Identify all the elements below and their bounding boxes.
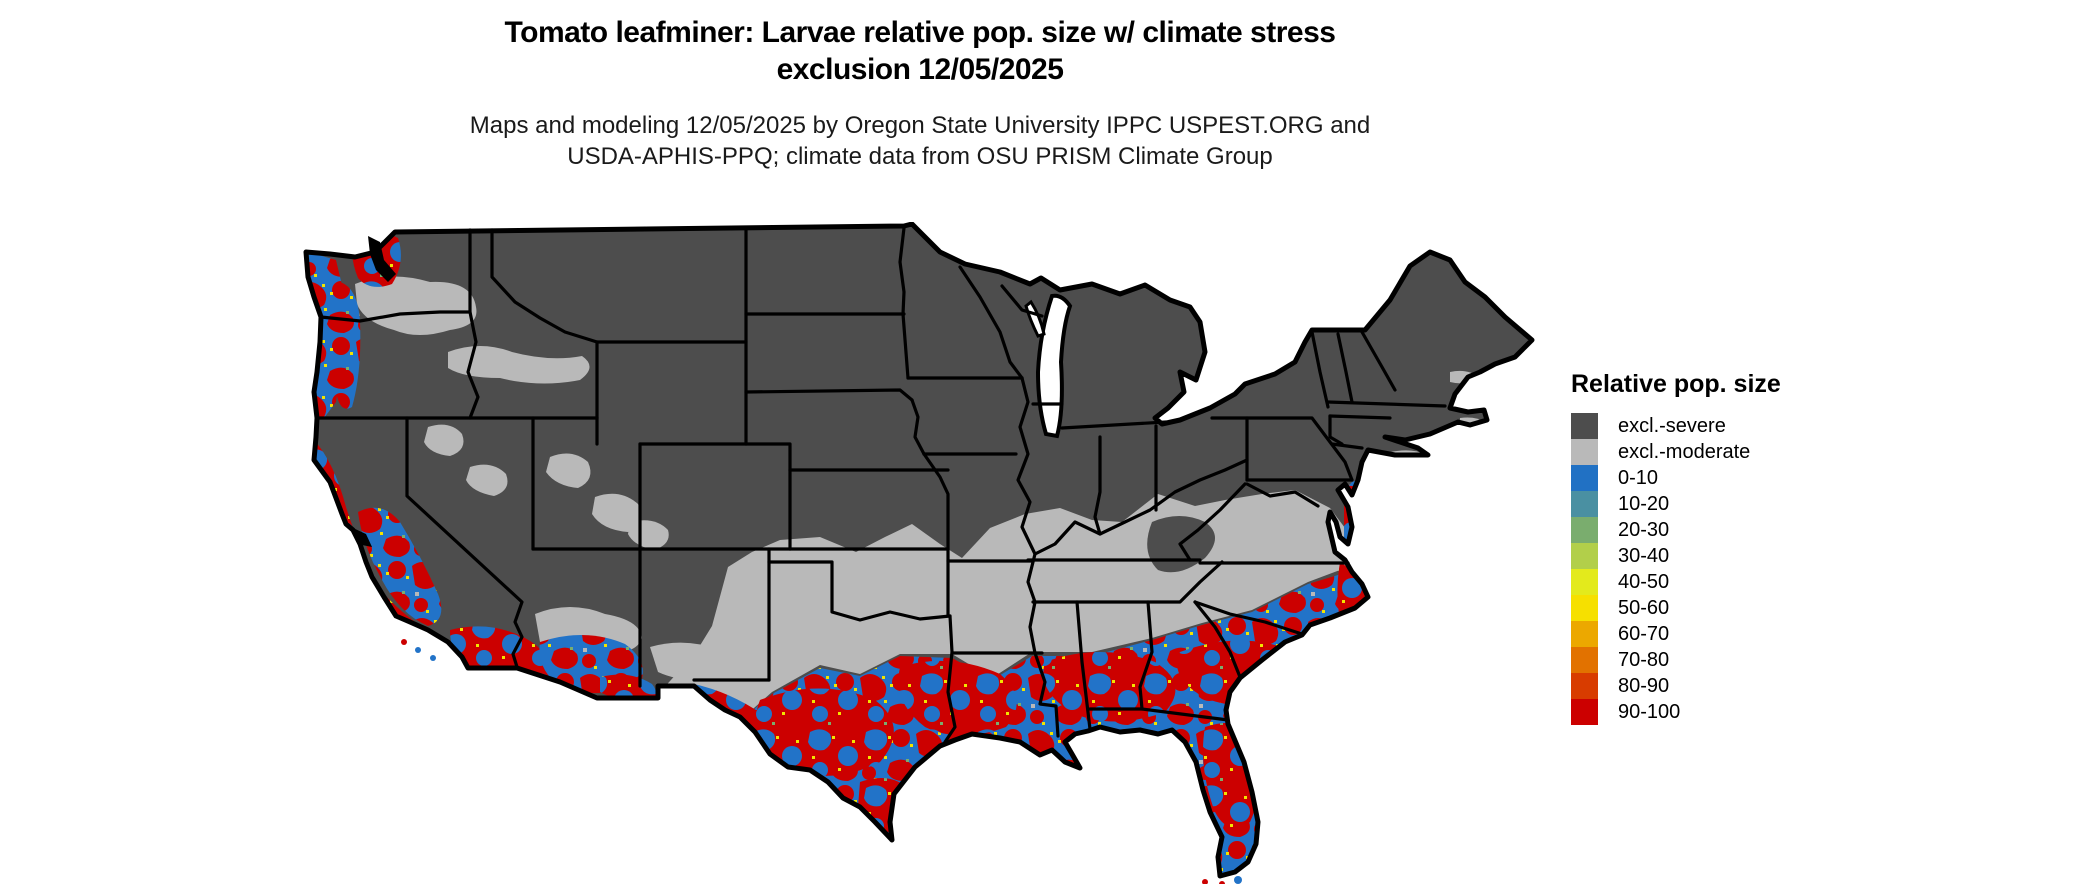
lake-michigan [1035, 293, 1073, 439]
legend-item: 90-100 [1571, 699, 1871, 725]
map-subtitle: Maps and modeling 12/05/2025 by Oregon S… [300, 110, 1540, 172]
us-map-container [300, 221, 1540, 887]
map-raster-layers [306, 224, 1532, 876]
legend-item-label: 10-20 [1618, 492, 1670, 515]
legend-swatch [1571, 647, 1598, 673]
legend-swatch [1571, 465, 1598, 491]
legend-item: 30-40 [1571, 543, 1871, 569]
legend-item: 60-70 [1571, 621, 1871, 647]
legend-swatch [1571, 673, 1598, 699]
legend-item: 50-60 [1571, 595, 1871, 621]
legend-item-label: 40-50 [1618, 570, 1670, 593]
legend-title: Relative pop. size [1571, 370, 1781, 398]
channel-islands-dots [401, 639, 436, 661]
state-borders [315, 226, 1447, 744]
legend-item-label: excl.-moderate [1618, 440, 1751, 463]
us-map-svg [303, 221, 1535, 887]
legend-swatch [1571, 569, 1598, 595]
legend-item-label: 0-10 [1618, 466, 1659, 489]
legend-swatch [1571, 543, 1598, 569]
legend-item-label: excl.-severe [1618, 414, 1726, 437]
legend-items: excl.-severe excl.-moderate 0-10 10-20 20-30… [1571, 413, 1871, 725]
map-title-line2: exclusion 12/05/2025 [776, 53, 1064, 86]
puget-sound [368, 236, 396, 282]
legend-item-label: 60-70 [1618, 622, 1670, 645]
map-subtitle-line1: Maps and modeling 12/05/2025 by Oregon S… [469, 112, 1371, 139]
legend-item-label: 80-90 [1618, 674, 1670, 697]
map-subtitle-line2: USDA-APHIS-PPQ; climate data from OSU PR… [567, 143, 1273, 170]
legend-item-label: 30-40 [1618, 544, 1670, 567]
legend-item-label: 50-60 [1618, 596, 1670, 619]
legend-swatch [1571, 595, 1598, 621]
legend: Relative pop. size excl.-severe excl.-mod… [1571, 370, 1871, 725]
legend-swatch [1571, 413, 1598, 439]
legend-item: 70-80 [1571, 647, 1871, 673]
map-title: Tomato leafminer: Larvae relative pop. s… [300, 14, 1540, 88]
us-outline [303, 221, 1535, 879]
legend-item-label: 90-100 [1618, 700, 1681, 723]
legend-item: 40-50 [1571, 569, 1871, 595]
legend-item-label: 20-30 [1618, 518, 1670, 541]
legend-item: excl.-moderate [1571, 439, 1871, 465]
legend-item: 20-30 [1571, 517, 1871, 543]
legend-swatch [1571, 699, 1598, 725]
legend-item: 0-10 [1571, 465, 1871, 491]
map-title-line1: Tomato leafminer: Larvae relative pop. s… [504, 16, 1336, 49]
legend-item: 80-90 [1571, 673, 1871, 699]
legend-item: excl.-severe [1571, 413, 1871, 439]
legend-swatch [1571, 439, 1598, 465]
san-francisco-bay [353, 528, 372, 547]
legend-swatch [1571, 621, 1598, 647]
legend-item-label: 70-80 [1618, 648, 1670, 671]
legend-swatch [1571, 491, 1598, 517]
legend-swatch [1571, 517, 1598, 543]
legend-item: 10-20 [1571, 491, 1871, 517]
